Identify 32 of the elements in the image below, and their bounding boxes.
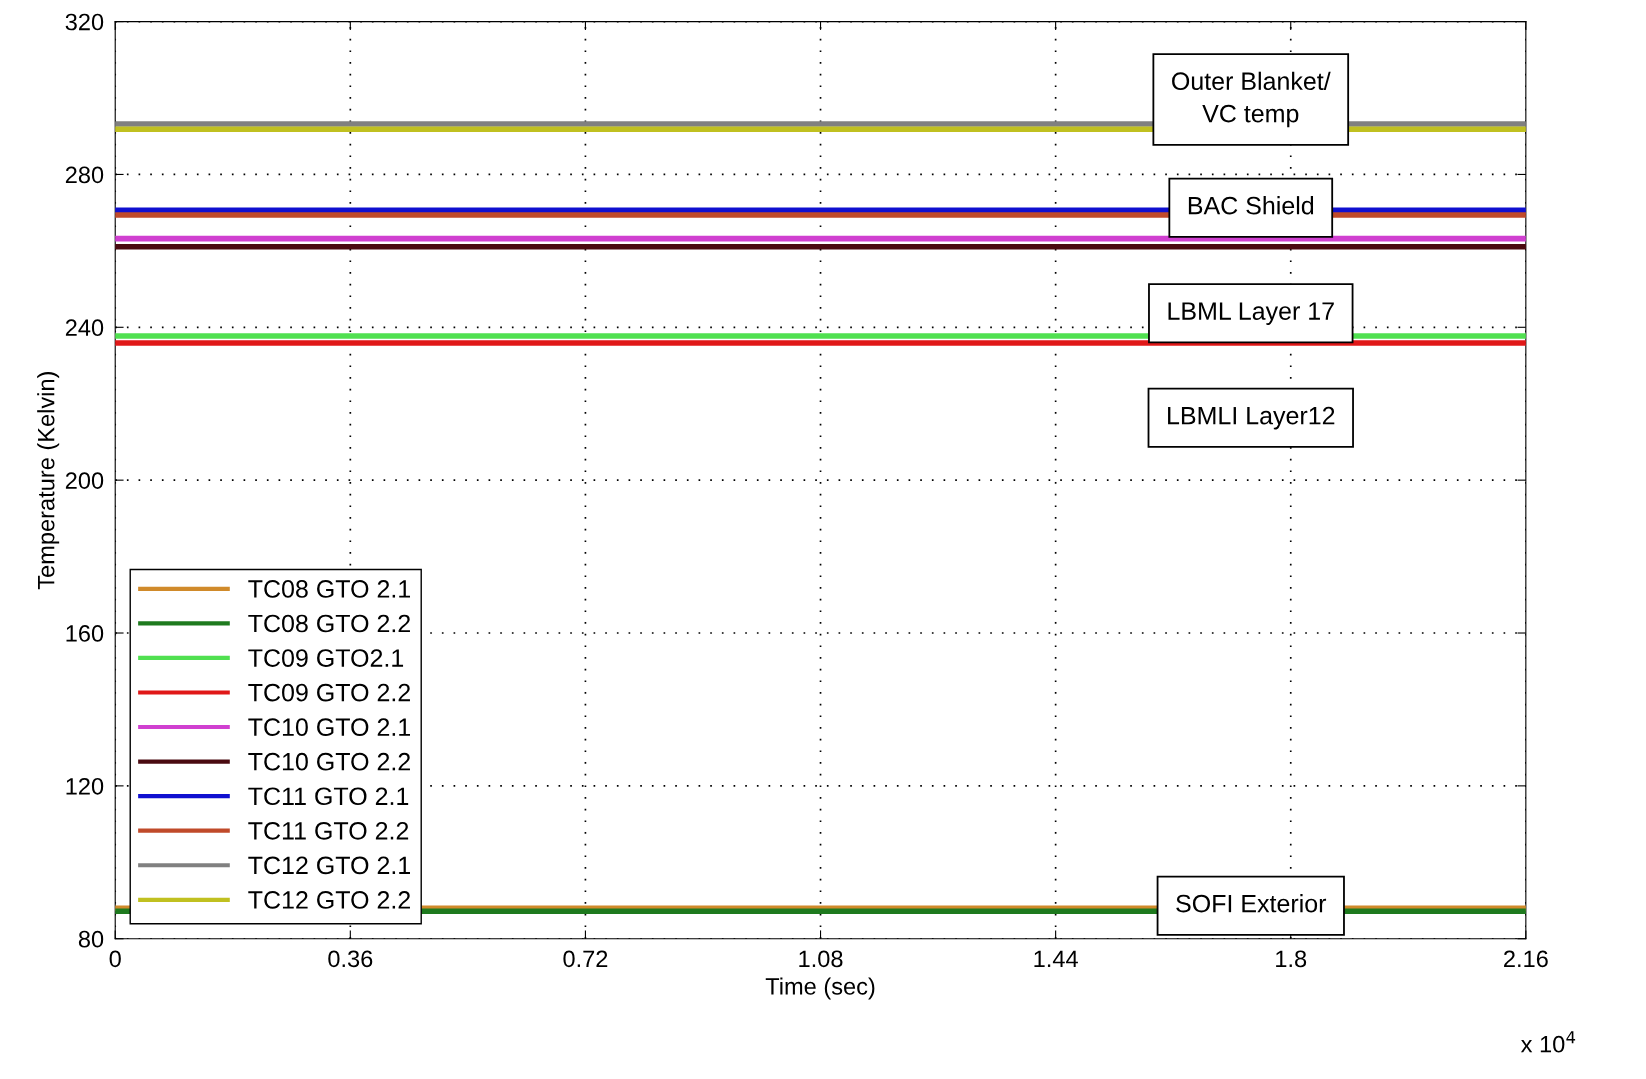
- y-tick-label: 200: [65, 472, 104, 489]
- legend-label: TC12 GTO 2.2: [248, 891, 410, 909]
- annotation: LBMLI Layer12: [1168, 406, 1335, 430]
- y-axis-title: Temperature (Kelvin): [37, 372, 60, 590]
- x-tick-label: 0.36: [328, 950, 373, 968]
- annotation: SOFI Exterior: [1176, 894, 1327, 913]
- y-tick-label: 80: [78, 930, 104, 948]
- x-tick-label: 1.8: [1276, 950, 1307, 968]
- x-tick-label: 1.08: [799, 950, 843, 968]
- y-tick-label: 240: [65, 319, 104, 337]
- legend-label: TC08 GTO 2.1: [248, 580, 410, 598]
- x-tick-label: 0: [109, 950, 121, 968]
- legend-label: TC12 GTO 2.1: [248, 856, 410, 875]
- y-tick-label: 120: [66, 777, 104, 795]
- legend-label: TC10 GTO 2.1: [248, 718, 410, 737]
- x-tick-label: 1.44: [1034, 950, 1078, 967]
- y-tick-label: 160: [66, 625, 104, 642]
- legend-label: TC10 GTO 2.2: [248, 752, 410, 771]
- legend-label: TC11 GTO 2.2: [248, 821, 409, 840]
- annotation: BAC Shield: [1188, 196, 1314, 215]
- x-tick-label: 0.72: [563, 950, 608, 968]
- text: x 10$^{4}$: [1520, 1031, 1576, 1053]
- annotation: Outer Blanket/ VC temp: [1172, 71, 1331, 128]
- legend-label: TC11 GTO 2.1: [248, 787, 409, 806]
- x-axis-title: Time (sec): [765, 977, 875, 1000]
- annotation: LBML Layer 17: [1168, 302, 1334, 325]
- x-tick-label: 2.16: [1504, 950, 1548, 968]
- legend-label: TC08 GTO 2.2: [248, 614, 410, 633]
- y-tick-label: 320: [65, 13, 104, 31]
- legend-label: TC09 GTO2.1: [248, 649, 404, 667]
- legend-label: TC09 GTO 2.2: [248, 683, 410, 702]
- y-tick-label: 280: [65, 166, 104, 184]
